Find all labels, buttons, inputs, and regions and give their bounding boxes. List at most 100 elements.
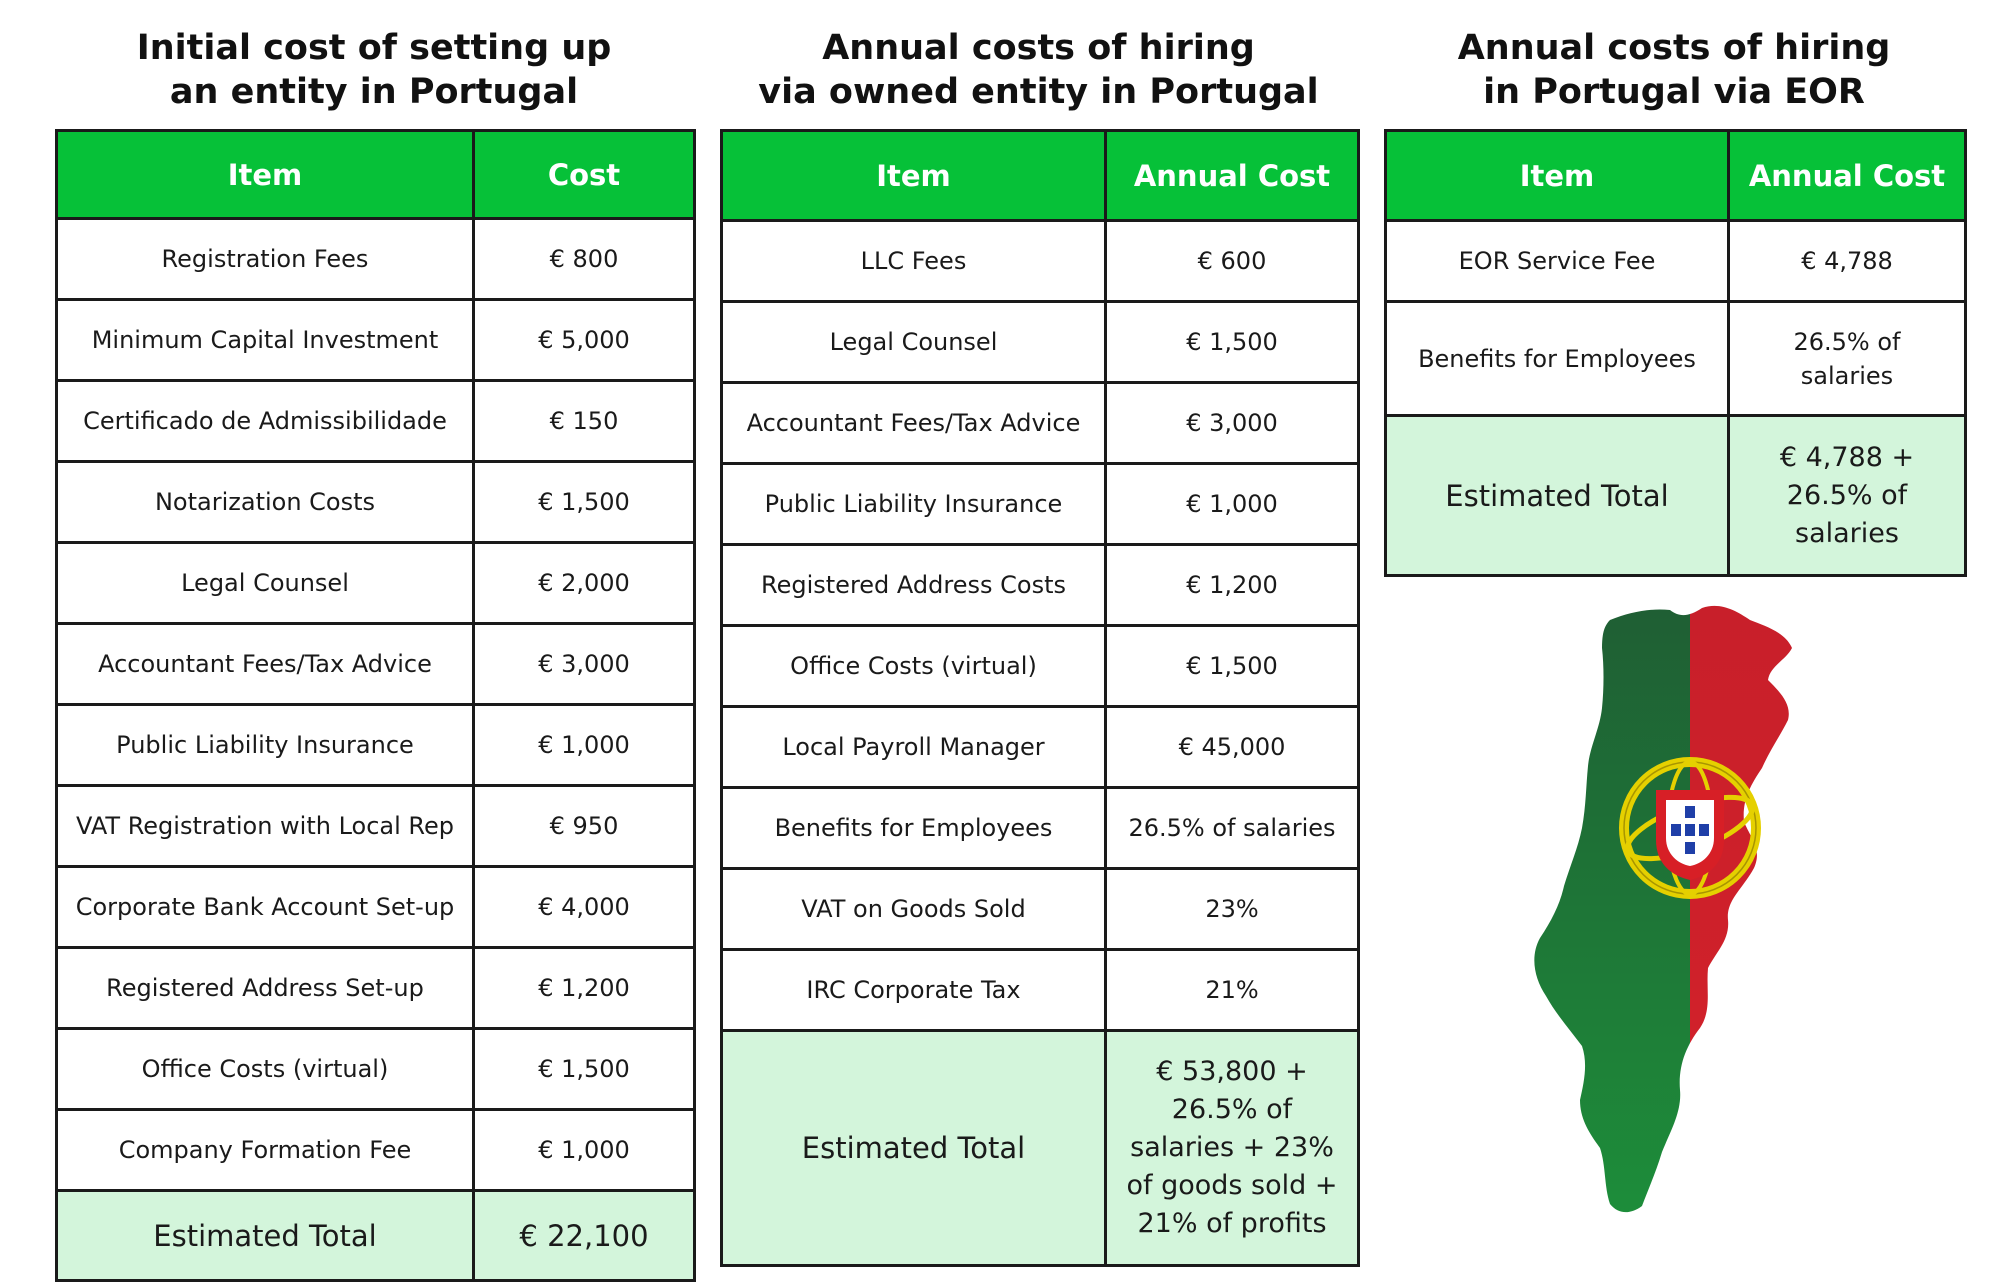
cost-cell: € 950 — [472, 784, 696, 868]
item-cell: Benefits for Employees — [720, 786, 1107, 870]
total-label: Estimated Total — [1384, 414, 1730, 577]
item-cell: Legal Counsel — [55, 541, 475, 625]
cost-cell: 26.5% of salaries — [1727, 300, 1967, 417]
item-cell: VAT on Goods Sold — [720, 867, 1107, 951]
table-header-row: Item Annual Cost — [1384, 129, 1967, 222]
cost-cell: € 5,000 — [472, 298, 696, 382]
item-cell: Registered Address Costs — [720, 543, 1107, 627]
table-row: Office Costs (virtual) € 1,500 — [55, 1027, 696, 1111]
eor-table: Item Annual Cost EOR Service Fee € 4,788 … — [1384, 129, 1967, 577]
section-title: Initial cost of setting up an entity in … — [55, 26, 693, 114]
cost-cell: € 150 — [472, 379, 696, 463]
table-row: Company Formation Fee € 1,000 — [55, 1108, 696, 1192]
table-header-row: Item Annual Cost — [720, 129, 1360, 222]
item-cell: Office Costs (virtual) — [55, 1027, 475, 1111]
title-line-1: Annual costs of hiring — [822, 28, 1255, 68]
cost-cell: 26.5% of salaries — [1104, 786, 1360, 870]
title-line-1: Annual costs of hiring — [1457, 28, 1891, 68]
item-cell: IRC Corporate Tax — [720, 948, 1107, 1032]
title-line-2: via owned entity in Portugal — [758, 72, 1319, 112]
cost-cell: € 4,000 — [472, 865, 696, 949]
total-value: € 53,800 + 26.5% of salaries + 23% of go… — [1104, 1029, 1360, 1267]
table-row: Local Payroll Manager € 45,000 — [720, 705, 1360, 789]
cost-cell: € 1,200 — [1104, 543, 1360, 627]
table-row: Public Liability Insurance € 1,000 — [720, 462, 1360, 546]
header-cost: Cost — [472, 129, 696, 220]
table-row: EOR Service Fee € 4,788 — [1384, 219, 1967, 303]
cost-cell: € 3,000 — [472, 622, 696, 706]
table-row: Legal Counsel € 2,000 — [55, 541, 696, 625]
table-row: Public Liability Insurance € 1,000 — [55, 703, 696, 787]
total-value-line: salaries + 23% — [1130, 1132, 1334, 1163]
table-row: Corporate Bank Account Set-up € 4,000 — [55, 865, 696, 949]
initial-cost-table: Item Cost Registration Fees € 800 Minimum… — [55, 129, 696, 1282]
cost-cell: € 1,500 — [472, 460, 696, 544]
total-value: € 4,788 + 26.5% of salaries — [1727, 414, 1967, 577]
item-cell: EOR Service Fee — [1384, 219, 1730, 303]
total-value: € 22,100 — [472, 1189, 696, 1282]
cost-cell: € 1,500 — [1104, 624, 1360, 708]
total-value-line: 26.5% of — [1171, 1094, 1293, 1125]
cost-cell: € 3,000 — [1104, 381, 1360, 465]
item-cell: Public Liability Insurance — [55, 703, 475, 787]
cost-cell: € 1,000 — [1104, 462, 1360, 546]
item-cell: Corporate Bank Account Set-up — [55, 865, 475, 949]
item-cell: Public Liability Insurance — [720, 462, 1107, 546]
total-value-line: of goods sold + — [1126, 1170, 1338, 1201]
cost-cell: € 4,788 — [1727, 219, 1967, 303]
cost-line: salaries — [1800, 361, 1894, 390]
item-cell: Local Payroll Manager — [720, 705, 1107, 789]
section-title: Annual costs of hiring in Portugal via E… — [1384, 26, 1964, 114]
title-line-2: an entity in Portugal — [169, 72, 579, 112]
item-cell: Legal Counsel — [720, 300, 1107, 384]
header-item: Item — [1384, 129, 1730, 222]
table-row: Accountant Fees/Tax Advice € 3,000 — [720, 381, 1360, 465]
title-line-1: Initial cost of setting up — [136, 28, 612, 68]
cost-cell: € 1,500 — [472, 1027, 696, 1111]
header-cost: Annual Cost — [1104, 129, 1360, 222]
item-cell: Benefits for Employees — [1384, 300, 1730, 417]
total-label: Estimated Total — [55, 1189, 475, 1282]
total-label: Estimated Total — [720, 1029, 1107, 1267]
table-row: VAT Registration with Local Rep € 950 — [55, 784, 696, 868]
section-title: Annual costs of hiring via owned entity … — [720, 26, 1357, 114]
item-cell: VAT Registration with Local Rep — [55, 784, 475, 868]
table-row: Notarization Costs € 1,500 — [55, 460, 696, 544]
table-row: Registered Address Set-up € 1,200 — [55, 946, 696, 1030]
table-header-row: Item Cost — [55, 129, 696, 220]
item-cell: LLC Fees — [720, 219, 1107, 303]
item-cell: Registered Address Set-up — [55, 946, 475, 1030]
total-row: Estimated Total € 4,788 + 26.5% of salar… — [1384, 414, 1967, 577]
total-value-line: € 53,800 + — [1156, 1056, 1308, 1087]
portugal-flag-map-icon — [1530, 600, 1860, 1240]
item-cell: Accountant Fees/Tax Advice — [55, 622, 475, 706]
item-cell: Registration Fees — [55, 217, 475, 301]
cost-line: 26.5% of — [1793, 327, 1901, 356]
cost-cell: € 2,000 — [472, 541, 696, 625]
table-row: Minimum Capital Investment € 5,000 — [55, 298, 696, 382]
item-cell: Accountant Fees/Tax Advice — [720, 381, 1107, 465]
table-row: Benefits for Employees 26.5% of salaries — [1384, 300, 1967, 417]
cost-cell: € 1,000 — [472, 1108, 696, 1192]
cost-cell: € 1,000 — [472, 703, 696, 787]
table-row: Certificado de Admissibilidade € 150 — [55, 379, 696, 463]
cost-cell: € 800 — [472, 217, 696, 301]
title-line-2: in Portugal via EOR — [1483, 72, 1865, 112]
table-row: Registration Fees € 800 — [55, 217, 696, 301]
table-row: Legal Counsel € 1,500 — [720, 300, 1360, 384]
table-row: Registered Address Costs € 1,200 — [720, 543, 1360, 627]
item-cell: Notarization Costs — [55, 460, 475, 544]
table-row: VAT on Goods Sold 23% — [720, 867, 1360, 951]
item-cell: Company Formation Fee — [55, 1108, 475, 1192]
header-item: Item — [720, 129, 1107, 222]
table-row: LLC Fees € 600 — [720, 219, 1360, 303]
total-value-line: € 4,788 + — [1779, 441, 1915, 473]
owned-entity-table: Item Annual Cost LLC Fees € 600 Legal Cou… — [720, 129, 1360, 1267]
table-row: IRC Corporate Tax 21% — [720, 948, 1360, 1032]
cost-cell: € 600 — [1104, 219, 1360, 303]
item-cell: Minimum Capital Investment — [55, 298, 475, 382]
table-row: Benefits for Employees 26.5% of salaries — [720, 786, 1360, 870]
cost-cell: € 45,000 — [1104, 705, 1360, 789]
total-row: Estimated Total € 53,800 + 26.5% of sala… — [720, 1029, 1360, 1267]
header-item: Item — [55, 129, 475, 220]
